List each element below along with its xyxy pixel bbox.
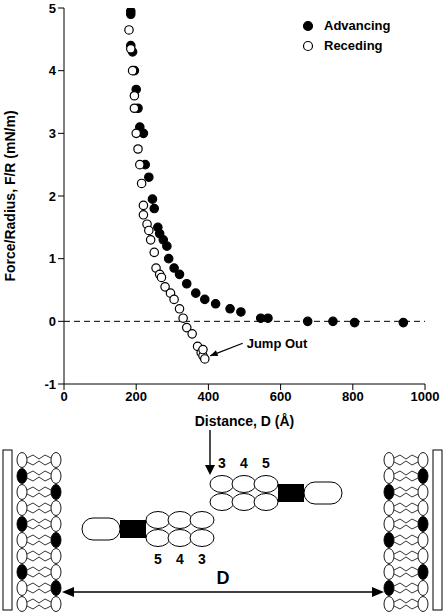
svg-text:5: 5 xyxy=(49,1,56,16)
svg-text:Distance, D (Å): Distance, D (Å) xyxy=(195,413,295,429)
svg-text:5: 5 xyxy=(154,551,162,567)
svg-text:0: 0 xyxy=(49,314,56,329)
svg-text:3: 3 xyxy=(218,455,226,471)
svg-text:2: 2 xyxy=(49,189,56,204)
svg-text:200: 200 xyxy=(125,389,147,404)
svg-text:3: 3 xyxy=(198,551,206,567)
html-text:Receding: Receding xyxy=(324,38,383,53)
svg-text:4: 4 xyxy=(176,551,184,567)
svg-text:0: 0 xyxy=(60,389,67,404)
svg-text:Force/Radius, F/R (mN/m): Force/Radius, F/R (mN/m) xyxy=(2,110,18,281)
svg-text:800: 800 xyxy=(342,389,364,404)
svg-text:3: 3 xyxy=(49,126,56,141)
svg-text:-1: -1 xyxy=(44,377,56,392)
svg-text:400: 400 xyxy=(198,389,220,404)
svg-text:5: 5 xyxy=(262,455,270,471)
svg-text:4: 4 xyxy=(49,63,57,78)
html-text:Advancing: Advancing xyxy=(324,18,391,33)
svg-text:Jump Out: Jump Out xyxy=(247,336,308,351)
svg-text:1000: 1000 xyxy=(411,389,440,404)
svg-text:600: 600 xyxy=(270,389,292,404)
svg-text:1: 1 xyxy=(49,251,56,266)
svg-text:D: D xyxy=(217,568,230,588)
svg-text:4: 4 xyxy=(240,455,248,471)
